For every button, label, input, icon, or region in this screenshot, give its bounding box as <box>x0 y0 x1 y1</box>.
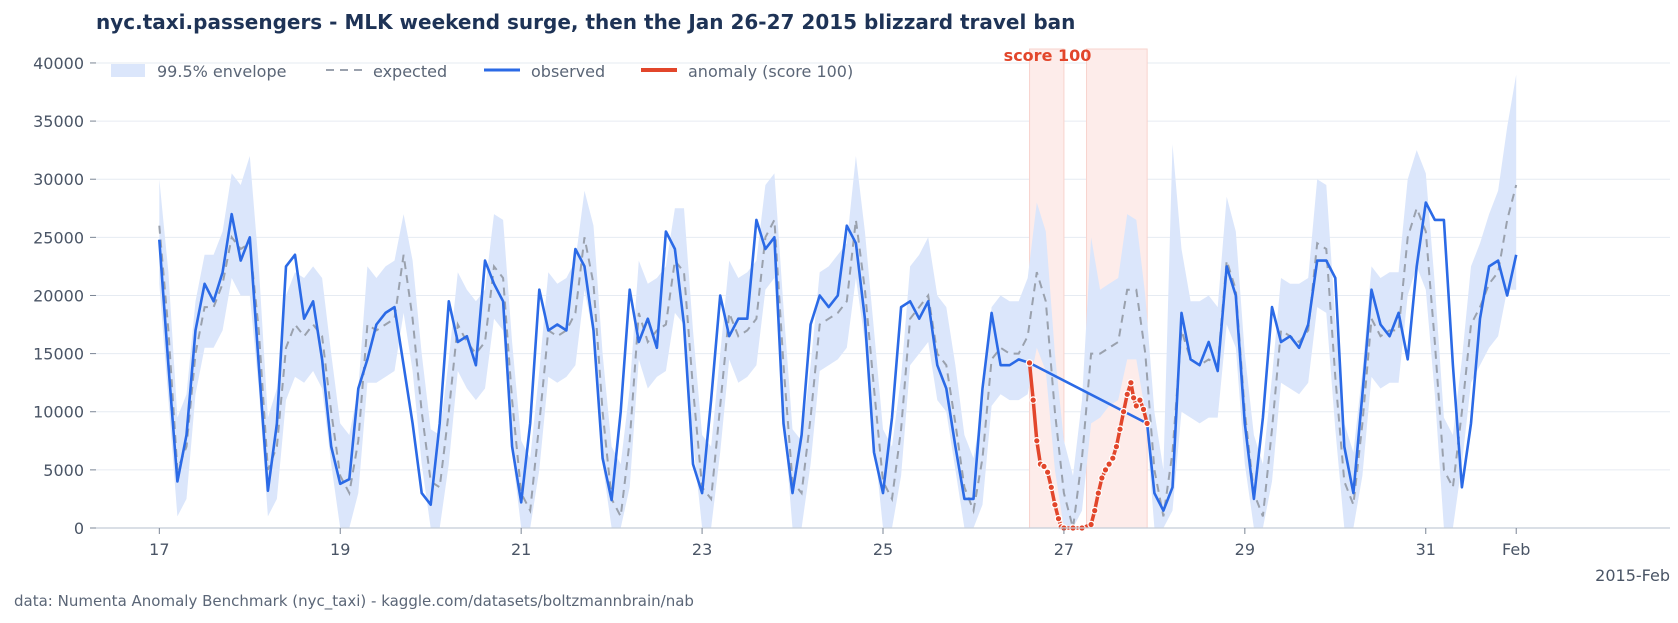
source-note: data: Numenta Anomaly Benchmark (nyc_tax… <box>14 592 694 611</box>
anomaly-point <box>1129 393 1138 402</box>
anomaly-point <box>1094 489 1103 497</box>
anomaly-point <box>1116 425 1124 434</box>
y-tick-label: 0 <box>74 519 84 538</box>
anomaly-point <box>1132 402 1141 410</box>
x-tick-label: 29 <box>1235 540 1255 559</box>
y-tick-label: 30000 <box>33 170 84 189</box>
anomaly-point <box>1112 442 1121 451</box>
anomaly-point <box>1136 396 1144 404</box>
anomaly-point <box>1047 483 1056 492</box>
legend-anomaly-label: anomaly (score 100) <box>688 62 853 81</box>
x-tick-label: 23 <box>692 540 712 559</box>
anomaly-point <box>1087 520 1095 529</box>
anomaly-point <box>1090 506 1099 515</box>
anomaly-point <box>1043 468 1052 477</box>
y-tick-label: 10000 <box>33 403 84 422</box>
anomaly-point <box>1054 514 1063 523</box>
x-tick-label: 25 <box>873 540 893 559</box>
anomaly-score-label: score 100 <box>1004 46 1092 65</box>
legend: 99.5% envelope expected observed anomaly… <box>111 62 853 81</box>
chart-title: nyc.taxi.passengers - MLK weekend surge,… <box>96 10 1075 34</box>
anomaly-point <box>1143 419 1151 428</box>
anomaly-point <box>1033 436 1041 445</box>
x-axis-suffix-label: 2015-Feb <box>1595 566 1670 585</box>
y-tick-label: 15000 <box>33 345 84 364</box>
anomaly-point <box>1127 378 1135 387</box>
axes: 0 5000 10000 15000 20000 25000 30000 35000 40000… <box>33 54 1670 559</box>
anomaly-point <box>1029 396 1038 404</box>
anomaly-point <box>1109 454 1117 463</box>
x-tick-label: 27 <box>1054 540 1074 559</box>
y-tick-label: 35000 <box>33 112 84 131</box>
y-tick-label: 40000 <box>33 54 84 73</box>
anomaly-point <box>1051 500 1059 509</box>
anomaly-point <box>1040 462 1048 471</box>
y-tick-label: 5000 <box>43 461 84 480</box>
anomaly-point <box>1123 390 1132 399</box>
observed-line <box>158 201 1518 512</box>
y-tick-label: 25000 <box>33 228 84 247</box>
x-tick-label: 31 <box>1416 540 1436 559</box>
x-tick-label: 21 <box>511 540 531 559</box>
anomaly-point <box>1119 407 1128 416</box>
x-tick-label: 19 <box>330 540 350 559</box>
anomaly-point <box>1101 466 1110 474</box>
anomaly-point <box>1025 359 1034 367</box>
legend-envelope-label: 99.5% envelope <box>157 62 286 81</box>
x-tick-label: Feb <box>1502 540 1530 559</box>
legend-observed-label: observed <box>531 62 605 81</box>
anomaly-point <box>1105 460 1113 468</box>
legend-expected-label: expected <box>373 62 447 81</box>
anomaly-point <box>1098 474 1106 482</box>
legend-envelope-swatch <box>111 64 145 77</box>
y-tick-label: 20000 <box>33 286 84 305</box>
observed-layer <box>158 201 1518 512</box>
anomaly-layer <box>1025 359 1151 532</box>
anomaly-point <box>1139 405 1148 414</box>
x-tick-label: 17 <box>149 540 169 559</box>
